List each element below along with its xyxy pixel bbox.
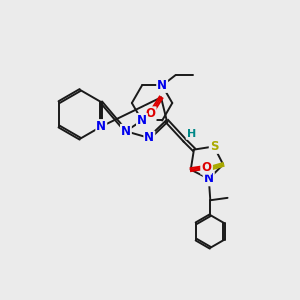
Text: N: N [157,79,167,92]
Text: O: O [146,107,156,120]
Text: H: H [187,129,196,139]
Text: N: N [204,172,214,185]
Text: N: N [137,114,147,127]
Text: O: O [201,161,211,174]
Text: S: S [203,163,212,176]
Text: S: S [210,140,218,153]
Text: N: N [121,125,131,138]
Text: N: N [96,120,106,133]
Text: N: N [144,131,154,145]
